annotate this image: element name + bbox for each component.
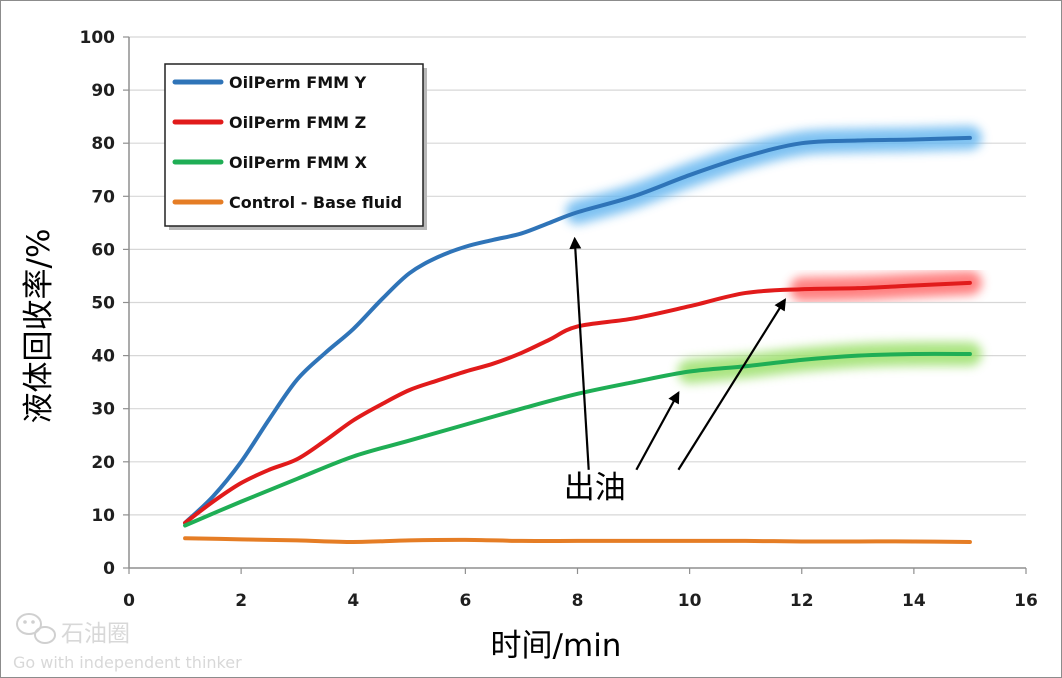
series-line-3 xyxy=(183,536,972,544)
x-tick-label: 8 xyxy=(572,591,584,611)
series-line-2 xyxy=(183,351,972,528)
x-axis-title: 时间/min xyxy=(491,628,622,664)
series-highlights xyxy=(565,125,982,384)
legend-items: OilPerm FMM Y OilPerm FMM Z OilPerm FMM X C… xyxy=(172,73,402,212)
x-axis-ticks: 0 2 4 6 8 10 12 14 16 xyxy=(123,568,1038,611)
series-line-0 xyxy=(183,135,972,525)
y-tick-label: 60 xyxy=(91,240,115,260)
annotation-arrow-2 xyxy=(677,298,786,471)
watermark-brand: 石油圈 xyxy=(61,621,130,647)
y-tick-label: 0 xyxy=(103,559,115,579)
y-tick-label: 20 xyxy=(91,453,115,473)
legend: OilPerm FMM Y OilPerm FMM Z OilPerm FMM X C… xyxy=(164,63,427,230)
y-tick-label: 80 xyxy=(91,134,115,154)
wechat-logo-icon xyxy=(16,613,56,644)
annotation-arrow-1 xyxy=(635,391,680,471)
x-tick-label: 4 xyxy=(347,591,359,611)
x-tick-label: 14 xyxy=(902,591,926,611)
y-tick-label: 40 xyxy=(91,347,115,367)
y-tick-label: 10 xyxy=(91,506,115,526)
x-tick-label: 12 xyxy=(790,591,814,611)
y-tick-label: 100 xyxy=(80,28,116,48)
series-line-1 xyxy=(183,280,972,525)
y-tick-label: 30 xyxy=(91,400,115,420)
watermark-slogan: Go with independent thinker xyxy=(13,653,242,672)
legend-label-2: OilPerm FMM X xyxy=(229,153,368,172)
legend-box xyxy=(164,63,424,227)
legend-label-3: Control - Base fluid xyxy=(229,193,402,212)
x-tick-label: 0 xyxy=(123,591,135,611)
series-lines xyxy=(183,135,972,544)
y-tick-label: 50 xyxy=(91,294,115,314)
annotation-arrow-0 xyxy=(569,236,590,470)
oil-annotation: 出油 xyxy=(564,236,786,506)
annotation-label: 出油 xyxy=(564,470,626,506)
x-tick-label: 6 xyxy=(459,591,471,611)
y-tick-label: 90 xyxy=(91,81,115,101)
y-axis-title: 液体回收率/% xyxy=(21,229,57,424)
legend-label-1: OilPerm FMM Z xyxy=(229,113,366,132)
legend-label-0: OilPerm FMM Y xyxy=(229,73,367,92)
x-tick-label: 10 xyxy=(678,591,702,611)
y-tick-label: 70 xyxy=(91,187,115,207)
y-axis-ticks: 0 10 20 30 40 50 60 70 80 90 100 xyxy=(80,28,129,579)
x-tick-label: 2 xyxy=(235,591,247,611)
watermark: 石油圈 Go with independent thinker xyxy=(13,613,242,672)
x-tick-label: 16 xyxy=(1014,591,1038,611)
